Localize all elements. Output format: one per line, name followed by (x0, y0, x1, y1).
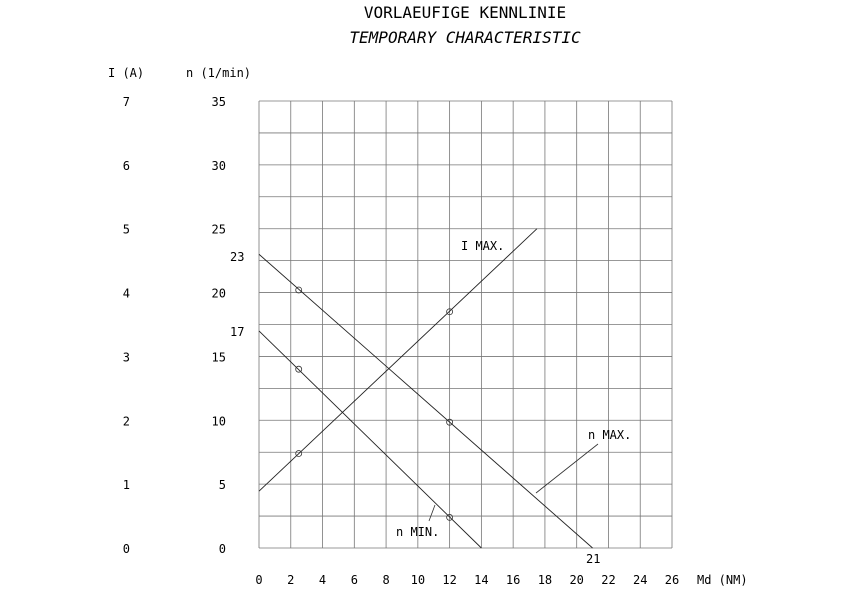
x-tick-label: 2 (287, 573, 294, 587)
n-tick-label: 0 (219, 542, 226, 556)
x-tick-label: 20 (569, 573, 583, 587)
x-tick-label: 24 (633, 573, 647, 587)
i-tick-label: 1 (123, 478, 130, 492)
x-tick-label: 14 (474, 573, 488, 587)
marker-i-max (446, 308, 454, 316)
i-tick-label: 7 (123, 95, 130, 109)
n-tick-label: 25 (212, 223, 226, 237)
n-tick-label: 30 (212, 159, 226, 173)
x-tick-label: 10 (411, 573, 425, 587)
i-tick-label: 2 (123, 414, 130, 428)
marker-n-min (446, 513, 454, 521)
y-left-label: I (A) (108, 66, 144, 80)
annotation-17: 17 (230, 325, 244, 339)
n-tick-label: 10 (212, 414, 226, 428)
i-tick-label: 6 (123, 159, 130, 173)
y-right-label: n (1/min) (186, 66, 251, 80)
x-tick-label: 26 (665, 573, 679, 587)
x-axis-label: Md (NM) (697, 573, 748, 587)
i-tick-label: 0 (123, 542, 130, 556)
x-tick-label: 18 (538, 573, 552, 587)
i-tick-label: 5 (123, 223, 130, 237)
x-tick-label: 8 (382, 573, 389, 587)
x-tick-label: 4 (319, 573, 326, 587)
x-tick-label: 12 (442, 573, 456, 587)
annotation-21: 21 (586, 552, 600, 566)
leader-n-min (428, 504, 436, 522)
leader-n-max (535, 443, 599, 494)
label-n-max: n MAX. (588, 428, 631, 442)
marker-n-max (295, 286, 303, 294)
annotation-23: 23 (230, 250, 244, 264)
i-tick-label: 3 (123, 350, 130, 364)
n-tick-label: 15 (212, 350, 226, 364)
marker-n-max (446, 418, 454, 426)
x-tick-label: 0 (255, 573, 262, 587)
series-line-i-max (258, 228, 538, 492)
chart-title: VORLAEUFIGE KENNLINIE (364, 3, 566, 22)
label-n-min: n MIN. (396, 525, 439, 539)
series-line-n-min (258, 330, 482, 549)
n-tick-label: 20 (212, 287, 226, 301)
label-i-max: I MAX. (461, 239, 504, 253)
i-tick-label: 4 (123, 287, 130, 301)
chart-subtitle: TEMPORARY CHARACTERISTIC (349, 28, 581, 47)
x-tick-label: 6 (351, 573, 358, 587)
marker-n-min (295, 365, 303, 373)
n-tick-label: 5 (219, 478, 226, 492)
x-tick-label: 16 (506, 573, 520, 587)
x-tick-label: 22 (601, 573, 615, 587)
marker-i-max (295, 450, 303, 457)
series-line-n-max (258, 253, 593, 549)
n-tick-label: 35 (212, 95, 226, 109)
